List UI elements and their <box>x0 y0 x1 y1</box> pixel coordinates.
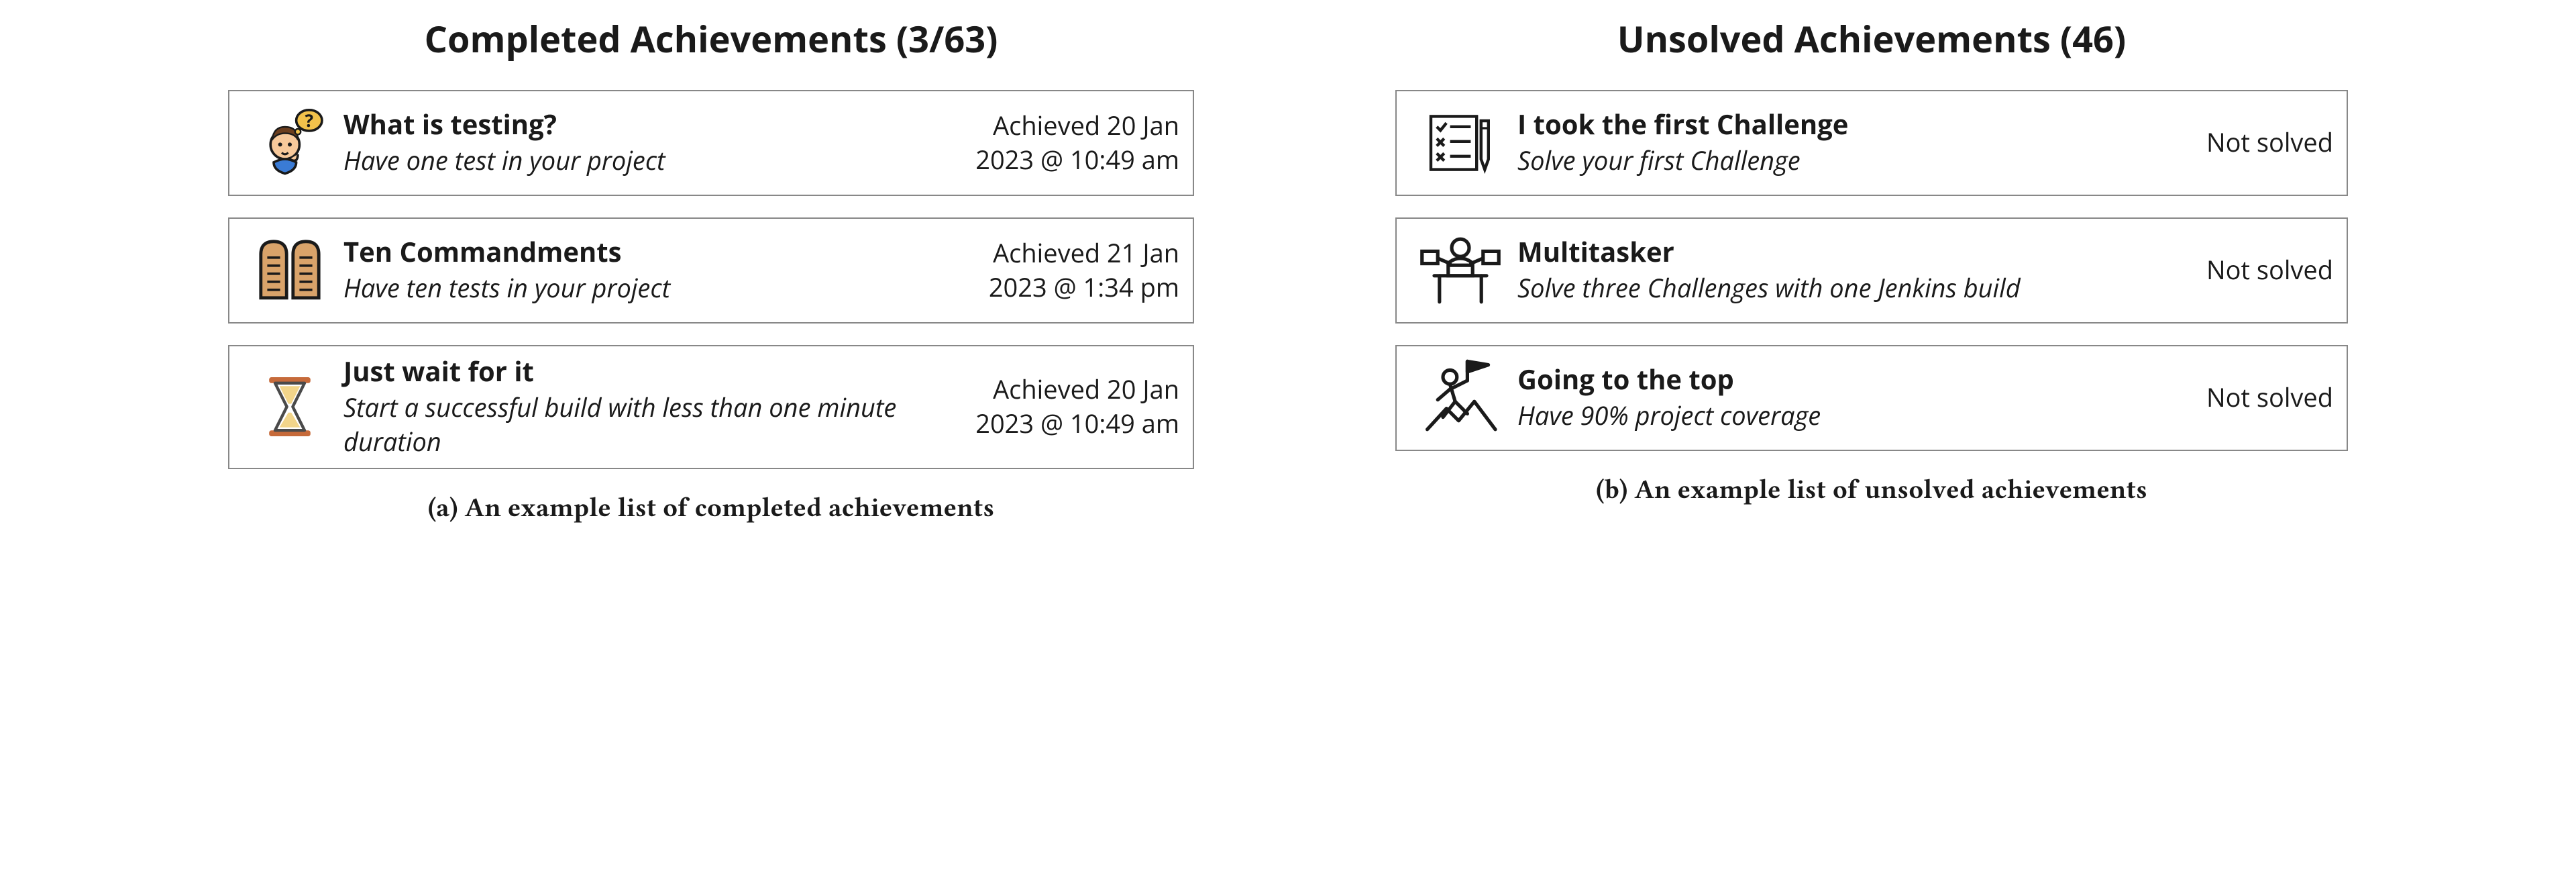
achievement-title: Going to the top <box>1517 362 2200 396</box>
achievement-desc: Have one test in your project <box>343 144 969 178</box>
status-line2: 2023 @ 1:34 pm <box>989 270 1179 305</box>
climber-flag-icon <box>1410 354 1511 442</box>
status-line1: Not solved <box>2206 381 2333 415</box>
achievement-card: Just wait for it Start a successful buil… <box>228 345 1194 469</box>
achievement-desc: Solve three Challenges with one Jenkins … <box>1517 271 2200 305</box>
achievement-card: I took the first Challenge Solve your fi… <box>1395 90 2348 196</box>
achievement-status: Achieved 21 Jan 2023 @ 1:34 pm <box>989 236 1179 305</box>
achievement-desc: Solve your first Challenge <box>1517 144 2200 178</box>
desk-worker-icon <box>1410 227 1511 314</box>
achievement-text: Multitasker Solve three Challenges with … <box>1511 235 2206 305</box>
unsolved-list: I took the first Challenge Solve your fi… <box>1395 90 2348 451</box>
completed-panel: Completed Achievements (3/63) ? <box>228 13 1194 523</box>
status-line1: Not solved <box>2206 126 2333 160</box>
achievement-title: Ten Commandments <box>343 235 982 268</box>
figure-wrap: Completed Achievements (3/63) ? <box>13 13 2563 523</box>
status-line2: 2023 @ 10:49 am <box>975 407 1179 441</box>
achievement-desc: Have ten tests in your project <box>343 271 982 305</box>
svg-text:?: ? <box>305 108 314 132</box>
achievement-desc: Start a successful build with less than … <box>343 391 969 460</box>
completed-header: Completed Achievements (3/63) <box>425 13 998 63</box>
achievement-status: Not solved <box>2206 381 2333 415</box>
unsolved-header: Unsolved Achievements (46) <box>1617 13 2126 63</box>
achievement-title: What is testing? <box>343 107 969 141</box>
achievement-status: Not solved <box>2206 253 2333 287</box>
achievement-text: Ten Commandments Have ten tests in your … <box>337 235 989 305</box>
unsolved-panel: Unsolved Achievements (46) <box>1395 13 2348 505</box>
achievement-text: What is testing? Have one test in your p… <box>337 107 975 178</box>
hourglass-icon <box>243 363 337 450</box>
achievement-card: ? What is testing? Have one test in your… <box>228 90 1194 196</box>
achievement-title: I took the first Challenge <box>1517 107 2200 141</box>
achievement-text: Going to the top Have 90% project covera… <box>1511 362 2206 433</box>
achievement-title: Multitasker <box>1517 235 2200 268</box>
achievement-status: Not solved <box>2206 126 2333 160</box>
tablets-icon <box>243 227 337 314</box>
status-line2: 2023 @ 10:49 am <box>975 143 1179 177</box>
achievement-card: Going to the top Have 90% project covera… <box>1395 345 2348 451</box>
status-line1: Not solved <box>2206 253 2333 287</box>
caption-b: (b) An example list of unsolved achievem… <box>1596 474 2147 505</box>
status-line1: Achieved 21 Jan <box>989 236 1179 270</box>
achievement-title: Just wait for it <box>343 354 969 388</box>
status-line1: Achieved 20 Jan <box>975 109 1179 143</box>
thinking-person-icon: ? <box>243 99 337 187</box>
achievement-status: Achieved 20 Jan 2023 @ 10:49 am <box>975 109 1179 178</box>
status-line1: Achieved 20 Jan <box>975 373 1179 407</box>
achievement-text: Just wait for it Start a successful buil… <box>337 354 975 460</box>
caption-a: (a) An example list of completed achieve… <box>428 492 995 523</box>
achievement-desc: Have 90% project coverage <box>1517 399 2200 433</box>
completed-list: ? What is testing? Have one test in your… <box>228 90 1194 469</box>
achievement-status: Achieved 20 Jan 2023 @ 10:49 am <box>975 373 1179 442</box>
achievement-card: Multitasker Solve three Challenges with … <box>1395 217 2348 324</box>
achievement-text: I took the first Challenge Solve your fi… <box>1511 107 2206 178</box>
achievement-card: Ten Commandments Have ten tests in your … <box>228 217 1194 324</box>
checklist-icon <box>1410 99 1511 187</box>
